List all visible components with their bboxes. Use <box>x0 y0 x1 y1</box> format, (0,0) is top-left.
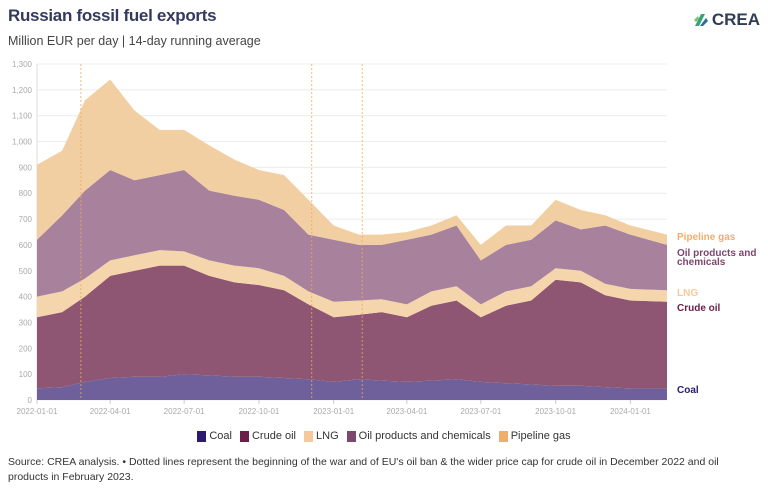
x-tick-label: 2023-01-01 <box>313 407 354 416</box>
legend-label: Crude oil <box>251 430 297 442</box>
end-label-coal: Coal <box>677 385 699 396</box>
y-tick-label: 1,300 <box>12 60 33 69</box>
area-crude-oil <box>37 265 667 389</box>
x-tick-label: 2023-07-01 <box>460 407 501 416</box>
y-tick-label: 900 <box>19 163 33 172</box>
legend: Coal Crude oil LNG Oil products and chemica… <box>0 430 768 442</box>
crea-logo: CREA <box>693 10 760 30</box>
legend-label: Pipeline gas <box>510 430 571 442</box>
legend-swatch <box>197 430 207 442</box>
legend-item[interactable]: Crude oil <box>239 430 297 442</box>
area-pipeline-gas <box>37 79 667 261</box>
end-label-pipeline-gas: Pipeline gas <box>677 232 736 243</box>
area-oil-products-and-chemicals <box>37 170 667 305</box>
legend-label: Oil products and chemicals <box>358 430 491 442</box>
y-tick-label: 1,000 <box>12 138 33 147</box>
end-label-oil-products-and-chemicals: Oil products and <box>677 248 756 259</box>
y-tick-label: 800 <box>19 189 33 198</box>
y-tick-label: 1,200 <box>12 86 33 95</box>
area-lng <box>37 250 667 318</box>
legend-swatch <box>498 430 508 442</box>
x-tick-label: 2022-07-01 <box>164 407 205 416</box>
y-tick-label: 700 <box>19 215 33 224</box>
y-tick-label: 200 <box>19 344 33 353</box>
legend-item[interactable]: Oil products and chemicals <box>346 430 491 442</box>
y-tick-label: 600 <box>19 241 33 250</box>
end-label-lng: LNG <box>677 288 698 299</box>
chart-subtitle: Million EUR per day | 14-day running ave… <box>8 34 261 48</box>
logo-text: CREA <box>711 10 760 29</box>
y-tick-label: 300 <box>19 318 33 327</box>
x-tick-label: 2022-01-01 <box>17 407 58 416</box>
x-tick-label: 2024-01-01 <box>610 407 651 416</box>
legend-label: LNG <box>316 430 339 442</box>
legend-item[interactable]: Coal <box>197 430 232 442</box>
legend-swatch <box>304 430 314 442</box>
legend-item[interactable]: Pipeline gas <box>498 430 571 442</box>
x-tick-label: 2022-04-01 <box>90 407 131 416</box>
y-tick-label: 500 <box>19 267 33 276</box>
legend-label: Coal <box>209 430 232 442</box>
legend-item[interactable]: LNG <box>304 430 339 442</box>
area-coal <box>37 374 667 400</box>
legend-swatch <box>239 430 249 442</box>
x-tick-label: 2023-10-01 <box>535 407 576 416</box>
y-tick-label: 100 <box>19 370 33 379</box>
y-tick-label: 0 <box>28 396 33 405</box>
legend-swatch <box>346 430 356 442</box>
source-note: Source: CREA analysis. • Dotted lines re… <box>8 456 719 483</box>
end-label-continuation: chemicals <box>677 257 726 268</box>
end-label-crude-oil: Crude oil <box>677 303 721 314</box>
crea-leaf-icon <box>693 14 708 26</box>
chart-title: Russian fossil fuel exports <box>8 6 217 25</box>
y-tick-label: 1,100 <box>12 112 33 121</box>
x-tick-label: 2023-04-01 <box>386 407 427 416</box>
x-tick-label: 2022-10-01 <box>238 407 279 416</box>
y-tick-label: 400 <box>19 293 33 302</box>
